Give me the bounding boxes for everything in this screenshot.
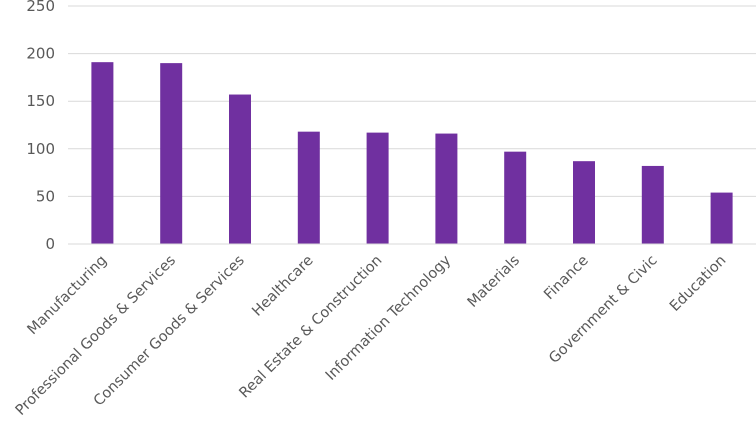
x-tick-label: Education: [667, 253, 729, 315]
gridlines: [68, 5, 756, 197]
y-tick-label: 250: [26, 0, 55, 15]
x-tick-label: Information Technology: [323, 252, 455, 384]
x-tick-label: Real Estate & Construction: [236, 253, 385, 402]
x-tick-label: Healthcare: [249, 252, 316, 319]
bars: [91, 62, 733, 245]
y-tick-label: 50: [36, 187, 55, 205]
y-tick-label: 0: [45, 235, 55, 253]
bar: [573, 161, 595, 244]
bar: [504, 151, 527, 244]
bar: [710, 192, 733, 244]
bar: [435, 133, 458, 244]
y-tick-label: 150: [26, 92, 55, 110]
y-tick-label: 100: [26, 140, 55, 158]
y-axis-ticks: 0 50 100 150 200 250: [26, 0, 55, 253]
bar: [229, 94, 251, 244]
x-tick-label: Materials: [465, 253, 523, 311]
bar: [297, 131, 320, 244]
bar: [160, 63, 183, 245]
x-tick-label: Consumer Goods & Services: [91, 253, 248, 410]
y-tick-label: 200: [26, 45, 55, 63]
x-tick-label: Finance: [541, 252, 592, 303]
bar: [366, 132, 389, 244]
bar: [91, 62, 114, 244]
bar: [641, 165, 664, 244]
